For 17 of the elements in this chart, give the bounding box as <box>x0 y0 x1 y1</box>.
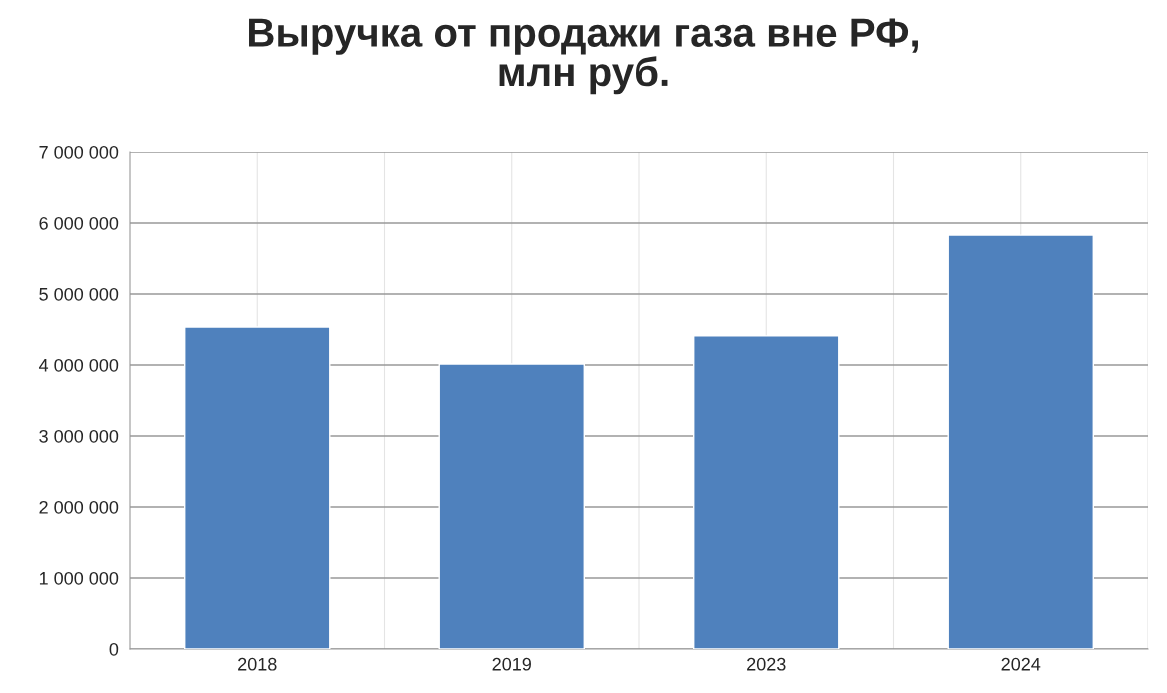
bar <box>693 335 840 649</box>
x-tick-label: 2018 <box>238 657 277 671</box>
y-tick-label: 3 000 000 <box>39 429 119 443</box>
y-tick-label: 4 000 000 <box>38 358 119 372</box>
y-tick-label: 7 000 000 <box>39 145 119 159</box>
x-tick-label: 2023 <box>747 657 786 671</box>
y-tick-label: 1 000 000 <box>39 571 119 585</box>
bar <box>438 363 585 649</box>
bar <box>184 326 331 649</box>
x-tick-label: 2019 <box>492 657 531 671</box>
chart-title: Выручка от продажи газа вне РФ, млн руб. <box>249 18 918 95</box>
y-tick-label: 6 000 000 <box>39 216 119 230</box>
y-tick-label: 0 <box>109 642 119 656</box>
x-tick-label: 2024 <box>1001 657 1041 671</box>
y-tick-label: 5 000 000 <box>39 287 119 301</box>
y-tick-label: 2 000 000 <box>39 500 119 514</box>
bar <box>947 234 1094 649</box>
